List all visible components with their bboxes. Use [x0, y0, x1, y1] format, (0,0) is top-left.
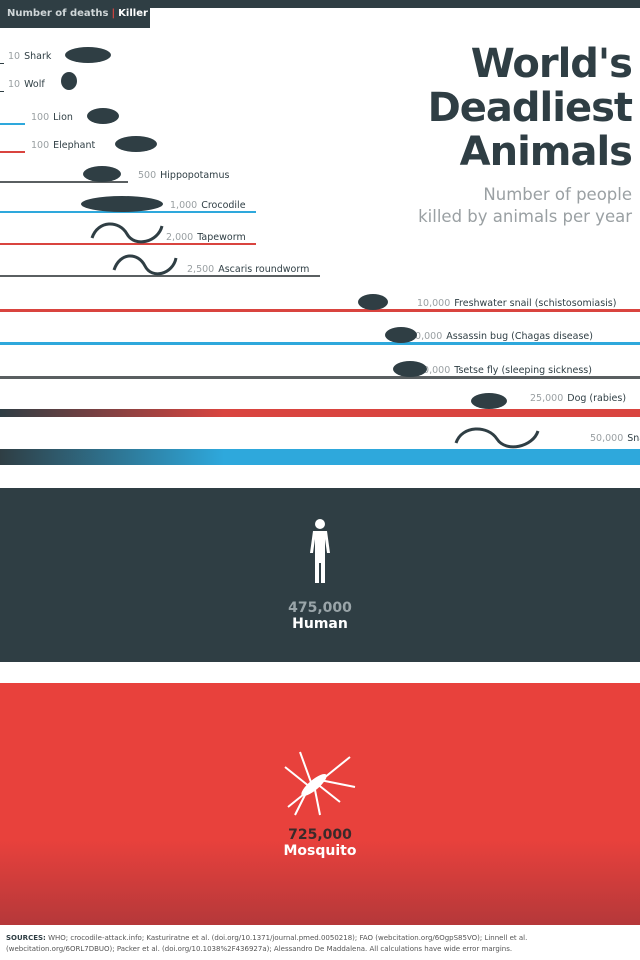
bar-value: 10	[8, 51, 21, 62]
bar-value: 500	[138, 170, 157, 181]
bar-label: 1,000 Crocodile	[170, 200, 246, 211]
bar	[0, 449, 640, 465]
bar-label: 25,000 Dog (rabies)	[530, 393, 626, 404]
tapeworm-icon	[90, 222, 164, 244]
legend-killer: Killer	[118, 8, 148, 19]
dog-icon	[471, 393, 507, 409]
bar-label: 500 Hippopotamus	[138, 170, 229, 181]
bar-label: 100 Elephant	[31, 140, 95, 151]
bar-value: 2,500	[187, 264, 215, 275]
title-line: World's	[470, 41, 633, 87]
bar-value: 100	[31, 112, 50, 123]
bar	[0, 123, 25, 125]
elephant-icon	[115, 136, 157, 152]
bar-name: Assassin bug (Chagas disease)	[446, 331, 593, 342]
bar-value: 10,000	[417, 365, 451, 376]
lion-icon	[87, 108, 119, 124]
subtitle-line: killed by animals per year	[418, 207, 632, 226]
bar-label: 10 Shark	[8, 51, 51, 62]
title-line: Deadliest	[427, 85, 633, 131]
bar-name: Tsetse fly (sleeping sickness)	[454, 365, 592, 376]
bar	[0, 90, 4, 92]
human-icon	[310, 519, 330, 583]
bar	[0, 409, 640, 417]
bar-label: 10,000 Assassin bug (Chagas disease)	[409, 331, 593, 342]
bar-name: Ascaris roundworm	[218, 264, 310, 275]
legend-separator: |	[111, 8, 116, 19]
bar-label: 10 Wolf	[8, 79, 45, 90]
bar-name: Lion	[53, 112, 73, 123]
roundworm-icon	[112, 254, 178, 276]
subtitle-line: Number of people	[483, 185, 632, 204]
snake-icon	[454, 427, 540, 449]
title-line: Animals	[459, 129, 633, 175]
bar-value: 100	[31, 140, 50, 151]
bar-name: Wolf	[24, 79, 45, 90]
bar	[0, 308, 640, 312]
bar-name: Crocodile	[201, 200, 246, 211]
bar-value: 10	[8, 79, 21, 90]
human-block: 475,000 Human	[0, 488, 640, 662]
mosquito-name: Mosquito	[283, 843, 357, 859]
snail-icon	[358, 294, 388, 310]
mosquito-number: 725,000	[288, 827, 352, 843]
bar-label: 2,000 Tapeworm	[166, 232, 246, 243]
mosquito-block: 725,000 Mosquito	[0, 683, 640, 925]
bar-name: Shark	[24, 51, 52, 62]
bar-value: 10,000	[417, 298, 451, 309]
bar-name: Tapeworm	[197, 232, 246, 243]
human-number: 475,000	[288, 600, 352, 616]
bar-name: Snake	[627, 433, 640, 444]
legend: Number of deaths | Killer	[0, 0, 150, 28]
bar-label: 2,500 Ascaris roundworm	[187, 264, 309, 275]
mosquito-icon	[284, 751, 356, 816]
bar-label: 10,000 Freshwater snail (schistosomiasis)	[417, 298, 616, 309]
bar-label: 50,000Snake	[590, 433, 640, 444]
bar-name: Hippopotamus	[160, 170, 230, 181]
bar-label: 100 Lion	[31, 112, 73, 123]
bar-name: Freshwater snail (schistosomiasis)	[454, 298, 617, 309]
bar	[0, 341, 640, 345]
top-bar	[0, 0, 640, 8]
bar	[0, 375, 640, 379]
bar-name: Dog (rabies)	[567, 393, 627, 404]
sources-label: SOURCES:	[6, 934, 46, 942]
legend-deaths: Number of deaths	[7, 8, 109, 19]
bar	[0, 62, 4, 64]
bar	[0, 275, 320, 277]
crocodile-icon	[81, 196, 163, 212]
bar-value: 1,000	[170, 200, 198, 211]
fly-icon	[393, 361, 427, 377]
bar	[0, 211, 256, 213]
wolf-icon	[61, 72, 77, 90]
bar-label: 10,000 Tsetse fly (sleeping sickness)	[417, 365, 592, 376]
bar-name: Elephant	[53, 140, 96, 151]
sources: SOURCES: WHO; crocodile-attack.info; Kas…	[6, 933, 636, 955]
bar	[0, 243, 256, 245]
bar	[0, 181, 128, 183]
bar-value: 2,000	[166, 232, 194, 243]
page-title: World's Deadliest Animals	[427, 41, 633, 175]
subtitle: Number of people killed by animals per ye…	[418, 184, 632, 228]
sources-text: WHO; crocodile-attack.info; Kasturiratne…	[6, 934, 528, 953]
hippo-icon	[83, 166, 121, 182]
shark-icon	[65, 47, 111, 63]
bar	[0, 151, 25, 153]
bug-icon	[385, 327, 417, 343]
bar-value: 50,000	[590, 433, 624, 444]
human-name: Human	[292, 616, 348, 632]
bar-value: 25,000	[530, 393, 564, 404]
bar-value: 10,000	[409, 331, 443, 342]
